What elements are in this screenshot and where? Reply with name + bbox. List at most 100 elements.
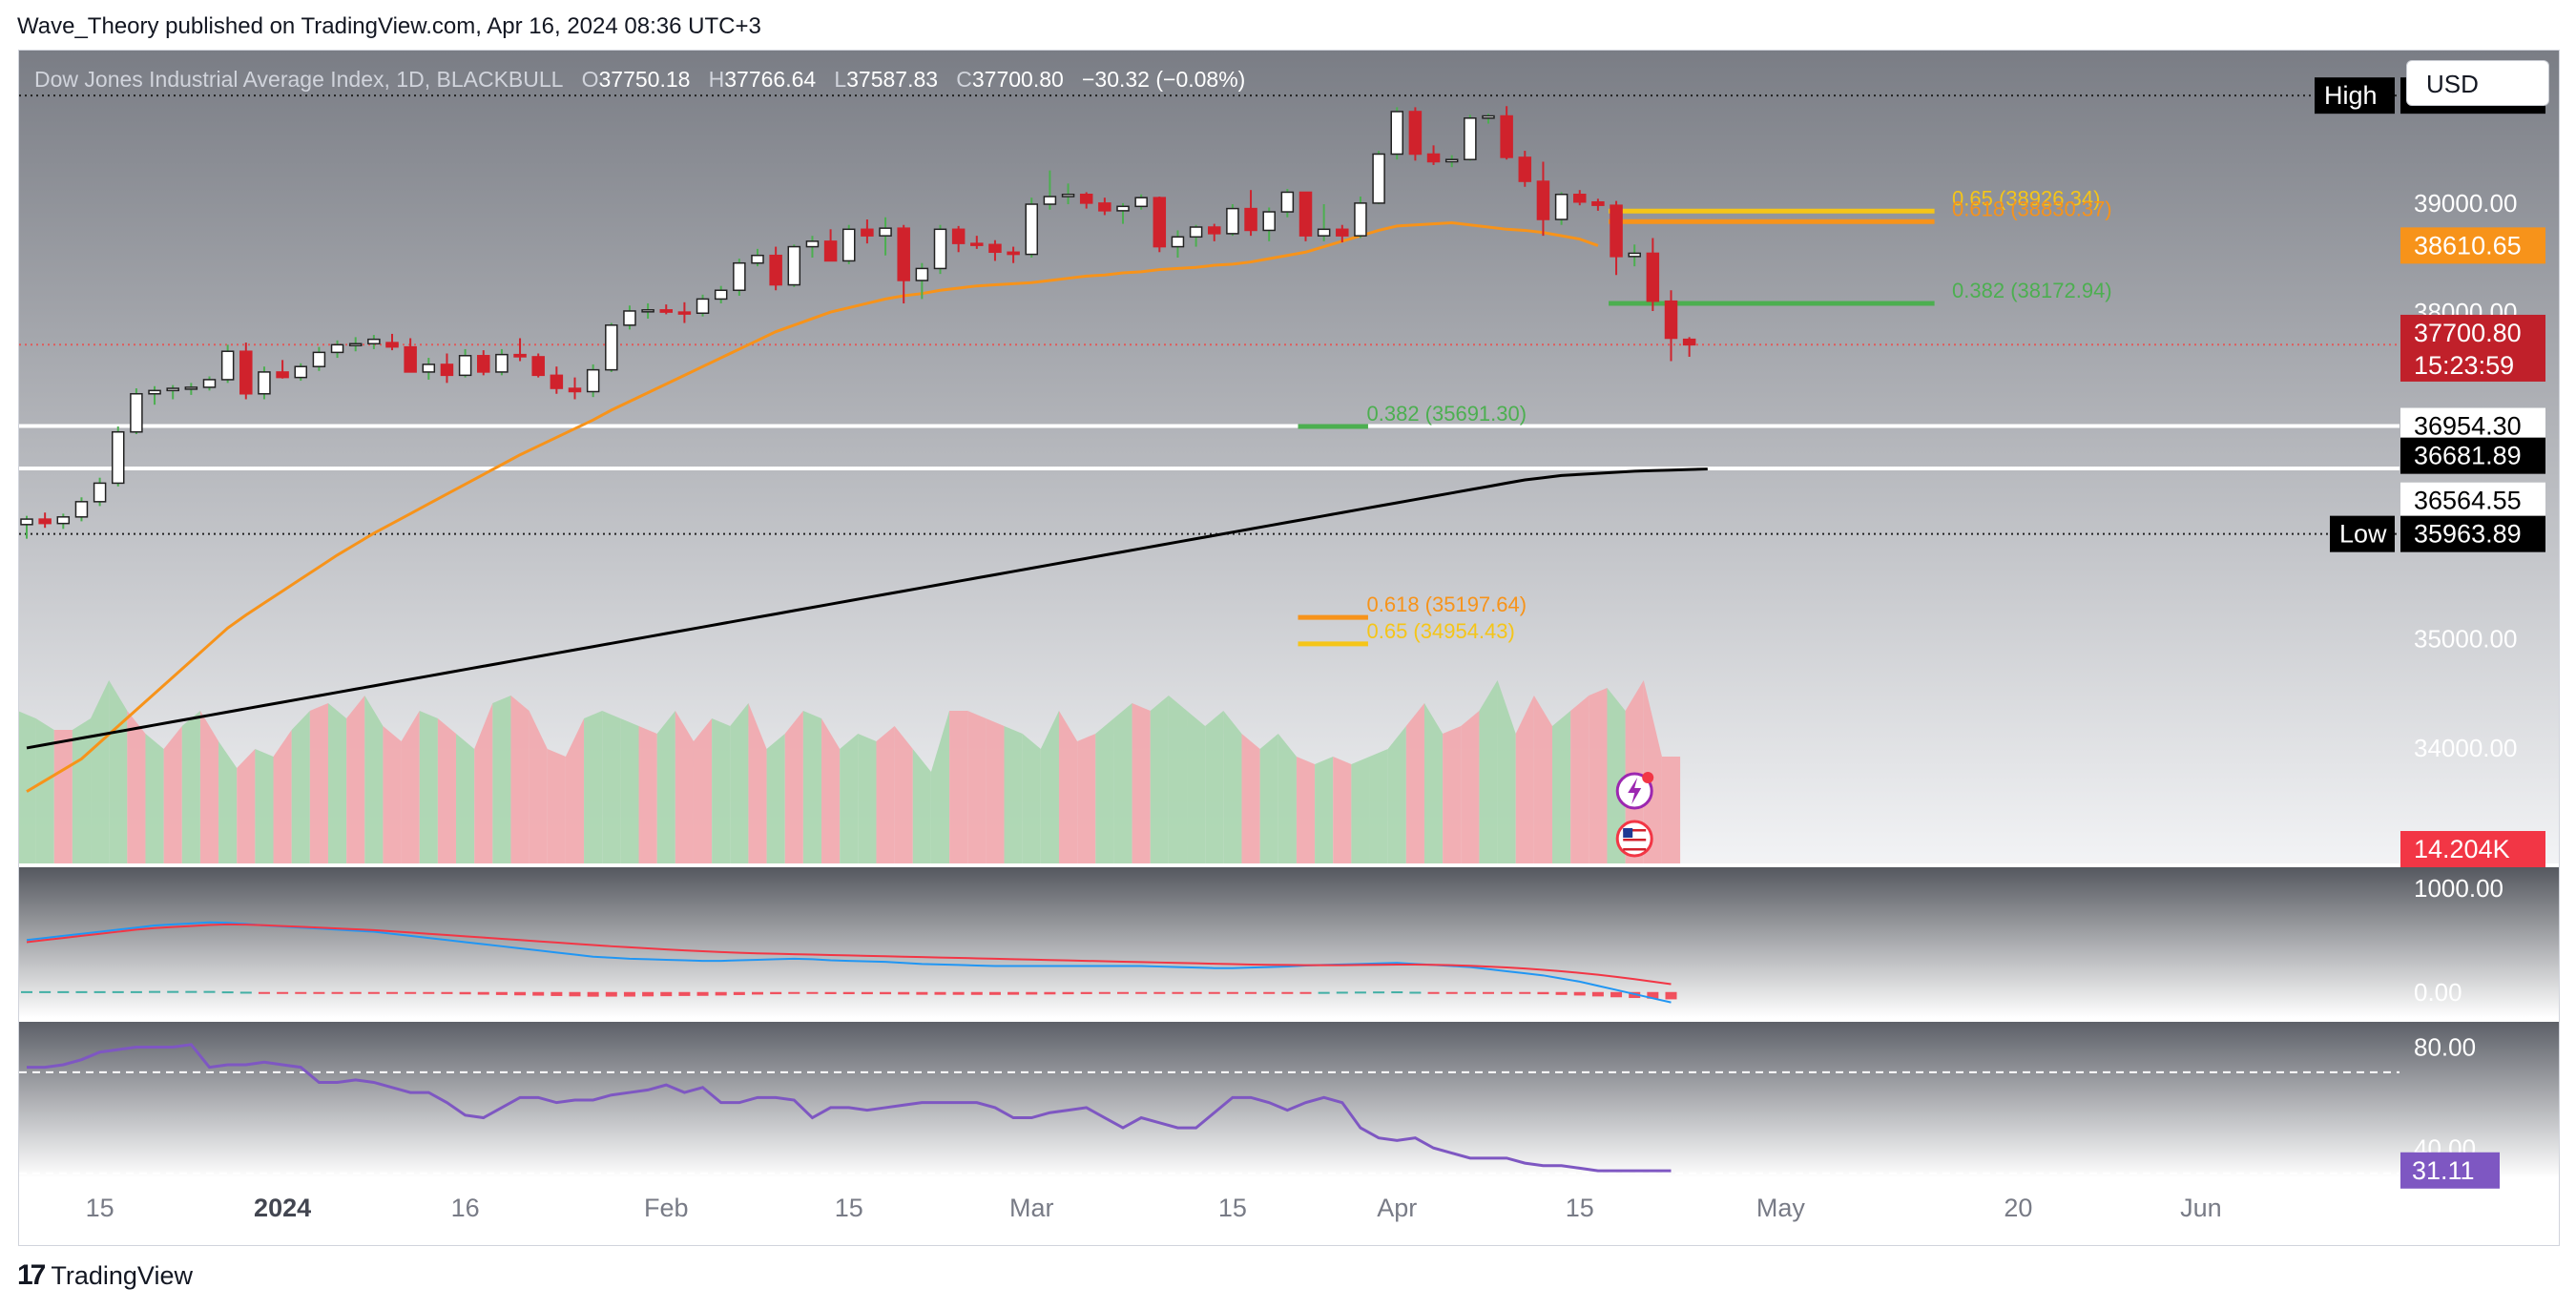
candle-body (1317, 228, 1331, 237)
candle-body (1354, 202, 1367, 237)
volume-segment (383, 726, 402, 863)
symbol-legend: Dow Jones Industrial Average Index, 1D, … (34, 67, 1245, 93)
macd-histogram-bar (112, 990, 124, 993)
candle-body (586, 368, 600, 393)
volume-segment (1315, 757, 1334, 863)
volume-segment (1278, 734, 1297, 863)
candle-body (1116, 205, 1130, 212)
price-tick-label: 34000.00 (2414, 734, 2517, 762)
macd-histogram-bar (1464, 991, 1476, 994)
candle-body (1153, 197, 1167, 248)
flag-stripe (1623, 843, 1647, 846)
volume-segment (675, 711, 694, 863)
time-axis-label: Mar (1009, 1194, 1054, 1222)
macd-histogram-bar (1026, 991, 1038, 995)
tradingview-logo[interactable]: 17 TradingView (17, 1259, 193, 1292)
volume-segment (949, 711, 968, 863)
candle-body (1372, 153, 1385, 204)
macd-histogram-bar (934, 991, 946, 995)
candle-body (1007, 251, 1020, 256)
volume-segment (1004, 726, 1023, 863)
currency-button[interactable]: USD (2406, 60, 2549, 106)
rsi-line (27, 1043, 1672, 1173)
chart-canvas[interactable]: 0.65 (38926.34)0.618 (38830.37) 0.382 (38… (19, 51, 2559, 1245)
macd-histogram-bar (898, 991, 910, 995)
candle-body (20, 518, 33, 526)
candle-body (348, 343, 363, 346)
candle-body (1536, 180, 1550, 220)
candle-body (1682, 338, 1696, 346)
macd-histogram-bar (569, 991, 581, 997)
flag-stripe (1623, 848, 1647, 851)
macd-histogram-bar (441, 991, 453, 994)
candle-body (787, 245, 801, 286)
macd-histogram-bar (130, 990, 142, 993)
volume-segment (1241, 734, 1260, 863)
candle-body (1262, 211, 1276, 232)
macd-histogram-bar (57, 990, 70, 993)
candle-body (495, 353, 509, 373)
chart-frame[interactable]: 0.65 (38926.34) 0.618 (38830.37) 0.382 (38… (18, 50, 2560, 1246)
price-tag-value: 38610.65 (2414, 231, 2522, 260)
volume-segment (1643, 680, 1662, 863)
macd-histogram-bar (806, 991, 819, 994)
candle-body (1390, 111, 1403, 156)
volume-segment (1461, 711, 1480, 863)
candle-body (1464, 117, 1477, 160)
price-tag-value: 36954.30 (2414, 412, 2522, 441)
candle-body (184, 386, 198, 390)
price-tag-value: 36681.89 (2414, 442, 2522, 470)
candle-body (1189, 226, 1203, 239)
price-tag-label: High (2324, 81, 2378, 110)
candle-body (1573, 194, 1587, 203)
volume-segment (602, 711, 621, 863)
macd-histogram-bar (1391, 991, 1403, 994)
candle-body (112, 430, 125, 485)
macd-histogram-bar (1610, 991, 1623, 998)
volume-segment (1132, 703, 1151, 863)
macd-layer (21, 921, 1677, 1004)
macd-histogram-bar (1281, 991, 1294, 994)
volume-segment (1570, 696, 1589, 863)
candle-body (915, 267, 929, 281)
rsi-pane-background (19, 1022, 2559, 1178)
candle-body (823, 240, 838, 262)
volume-segment (492, 696, 511, 863)
candle-body (1646, 252, 1660, 302)
price-tag-countdown: 15:23:59 (2414, 351, 2514, 380)
candle-body (1244, 207, 1257, 232)
volume-segment (547, 749, 566, 863)
price-tag-value: 37700.80 (2414, 319, 2522, 347)
macd-histogram-bar (295, 991, 307, 994)
macd-histogram-bar (1665, 991, 1677, 1000)
candle-body (1500, 114, 1513, 158)
candle-body (1298, 191, 1313, 237)
volume-segment (437, 718, 457, 863)
symbol-name: Dow Jones Industrial Average Index, 1D, … (34, 67, 564, 92)
macd-histogram-bar (1555, 991, 1568, 995)
fibonacci-label: 0.382 (35691.30) (1367, 402, 1527, 426)
candle-body (422, 364, 436, 373)
candle-body (1043, 196, 1057, 205)
volume-segment (766, 734, 785, 863)
open-value: 37750.18 (598, 67, 691, 92)
ema-short-line (26, 220, 1599, 793)
macd-histogram-bar (239, 991, 252, 994)
macd-histogram-bar (1501, 991, 1513, 994)
volume-segment (19, 711, 36, 863)
macd-histogram-bar (1373, 991, 1385, 994)
volume-segment (1533, 696, 1553, 863)
volume-segment (273, 730, 292, 863)
candle-body (1591, 201, 1605, 206)
macd-histogram-bar (477, 991, 489, 995)
flag-canton (1623, 828, 1633, 838)
volume-segment (1113, 703, 1132, 863)
volume-segment (401, 711, 420, 863)
chart-background (19, 51, 2559, 1245)
macd-histogram-bar (75, 990, 88, 993)
macd-histogram-bar (1573, 991, 1586, 996)
macd-histogram-bar (642, 991, 654, 997)
macd-histogram-bar (587, 991, 599, 997)
time-axis-label: 15 (1566, 1194, 1594, 1222)
volume-segment (364, 696, 384, 863)
